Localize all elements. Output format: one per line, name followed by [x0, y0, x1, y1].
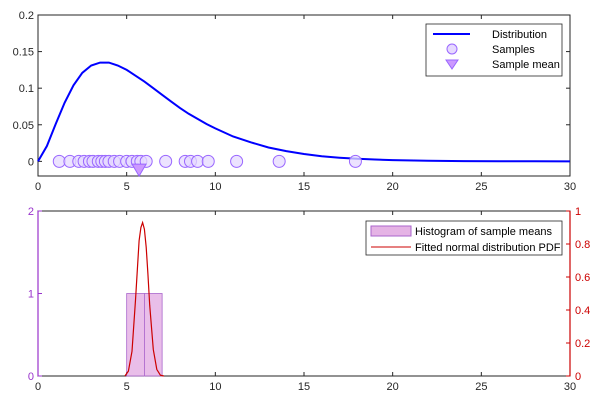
top-marks — [37, 61, 571, 178]
legend-distribution-label: Distribution — [492, 29, 547, 41]
top-x-tick-label: 15 — [298, 181, 310, 193]
bottom-x-tick-label: 30 — [564, 381, 576, 393]
bottom-left-y-tick-label: 2 — [28, 206, 34, 218]
legend-samples-marker — [446, 43, 458, 55]
bottom-x-tick-label: 5 — [124, 381, 130, 393]
legend-mean-marker — [445, 59, 459, 70]
pdf-line — [124, 220, 165, 377]
sample-point — [230, 154, 244, 168]
top-y-tick-label: 0.1 — [19, 83, 34, 95]
top-x-tick-label: 10 — [209, 181, 221, 193]
top-x-tick-label: 30 — [564, 181, 576, 193]
bottom-x-tick-label: 0 — [35, 381, 41, 393]
histogram-bar — [143, 293, 163, 377]
bottom-marks — [124, 220, 165, 377]
legend-pdf-label: Fitted normal distribution PDF — [415, 242, 561, 254]
bottom-left-y-tick-label: 1 — [28, 289, 34, 301]
sample-point — [201, 154, 215, 168]
bottom-x-tick-label: 10 — [209, 381, 221, 393]
bottom-right-y-tick-label: 1 — [575, 206, 581, 218]
bottom-left-y-tick-label: 0 — [28, 371, 34, 383]
bottom-right-y-tick-label: 0.4 — [575, 305, 590, 317]
top-x-tick-label: 5 — [124, 181, 130, 193]
sample-point — [159, 154, 173, 168]
legend-histogram-label: Histogram of sample means — [415, 226, 552, 238]
legend-samples-label: Samples — [492, 44, 535, 56]
top-y-tick-label: 0.2 — [19, 10, 34, 22]
sample-mean-marker — [131, 163, 147, 178]
legend-mean-label: Sample mean — [492, 59, 560, 71]
bottom-x-tick-label: 25 — [475, 381, 487, 393]
bottom-right-y-tick-label: 0.2 — [575, 338, 590, 350]
top-panel: 0 5 10 15 20 25 30 0 0.05 0.1 0.15 0.2 Distribution… — [13, 10, 577, 193]
top-y-tick-label: 0.05 — [13, 120, 34, 132]
top-x-tick-label: 25 — [475, 181, 487, 193]
top-ticks: 0 5 10 15 20 25 30 0 0.05 0.1 0.15 0.2 — [13, 10, 577, 193]
bottom-x-tick-label: 15 — [298, 381, 310, 393]
top-x-tick-label: 20 — [387, 181, 399, 193]
legend-histogram-swatch — [370, 225, 412, 237]
distribution-line — [37, 61, 571, 163]
sample-point — [348, 154, 362, 168]
bottom-x-tick-label: 20 — [387, 381, 399, 393]
bottom-right-y-tick-label: 0.8 — [575, 239, 590, 251]
bottom-legend: Histogram of sample means Fitted normal … — [365, 220, 563, 256]
top-legend: Distribution Samples Sample mean — [425, 23, 563, 77]
top-y-tick-label: 0 — [28, 156, 34, 168]
top-y-tick-label: 0.15 — [13, 47, 34, 59]
sample-point — [272, 154, 286, 168]
bottom-right-y-tick-label: 0 — [575, 371, 581, 383]
top-x-tick-label: 0 — [35, 181, 41, 193]
bottom-right-y-tick-label: 0.6 — [575, 272, 590, 284]
